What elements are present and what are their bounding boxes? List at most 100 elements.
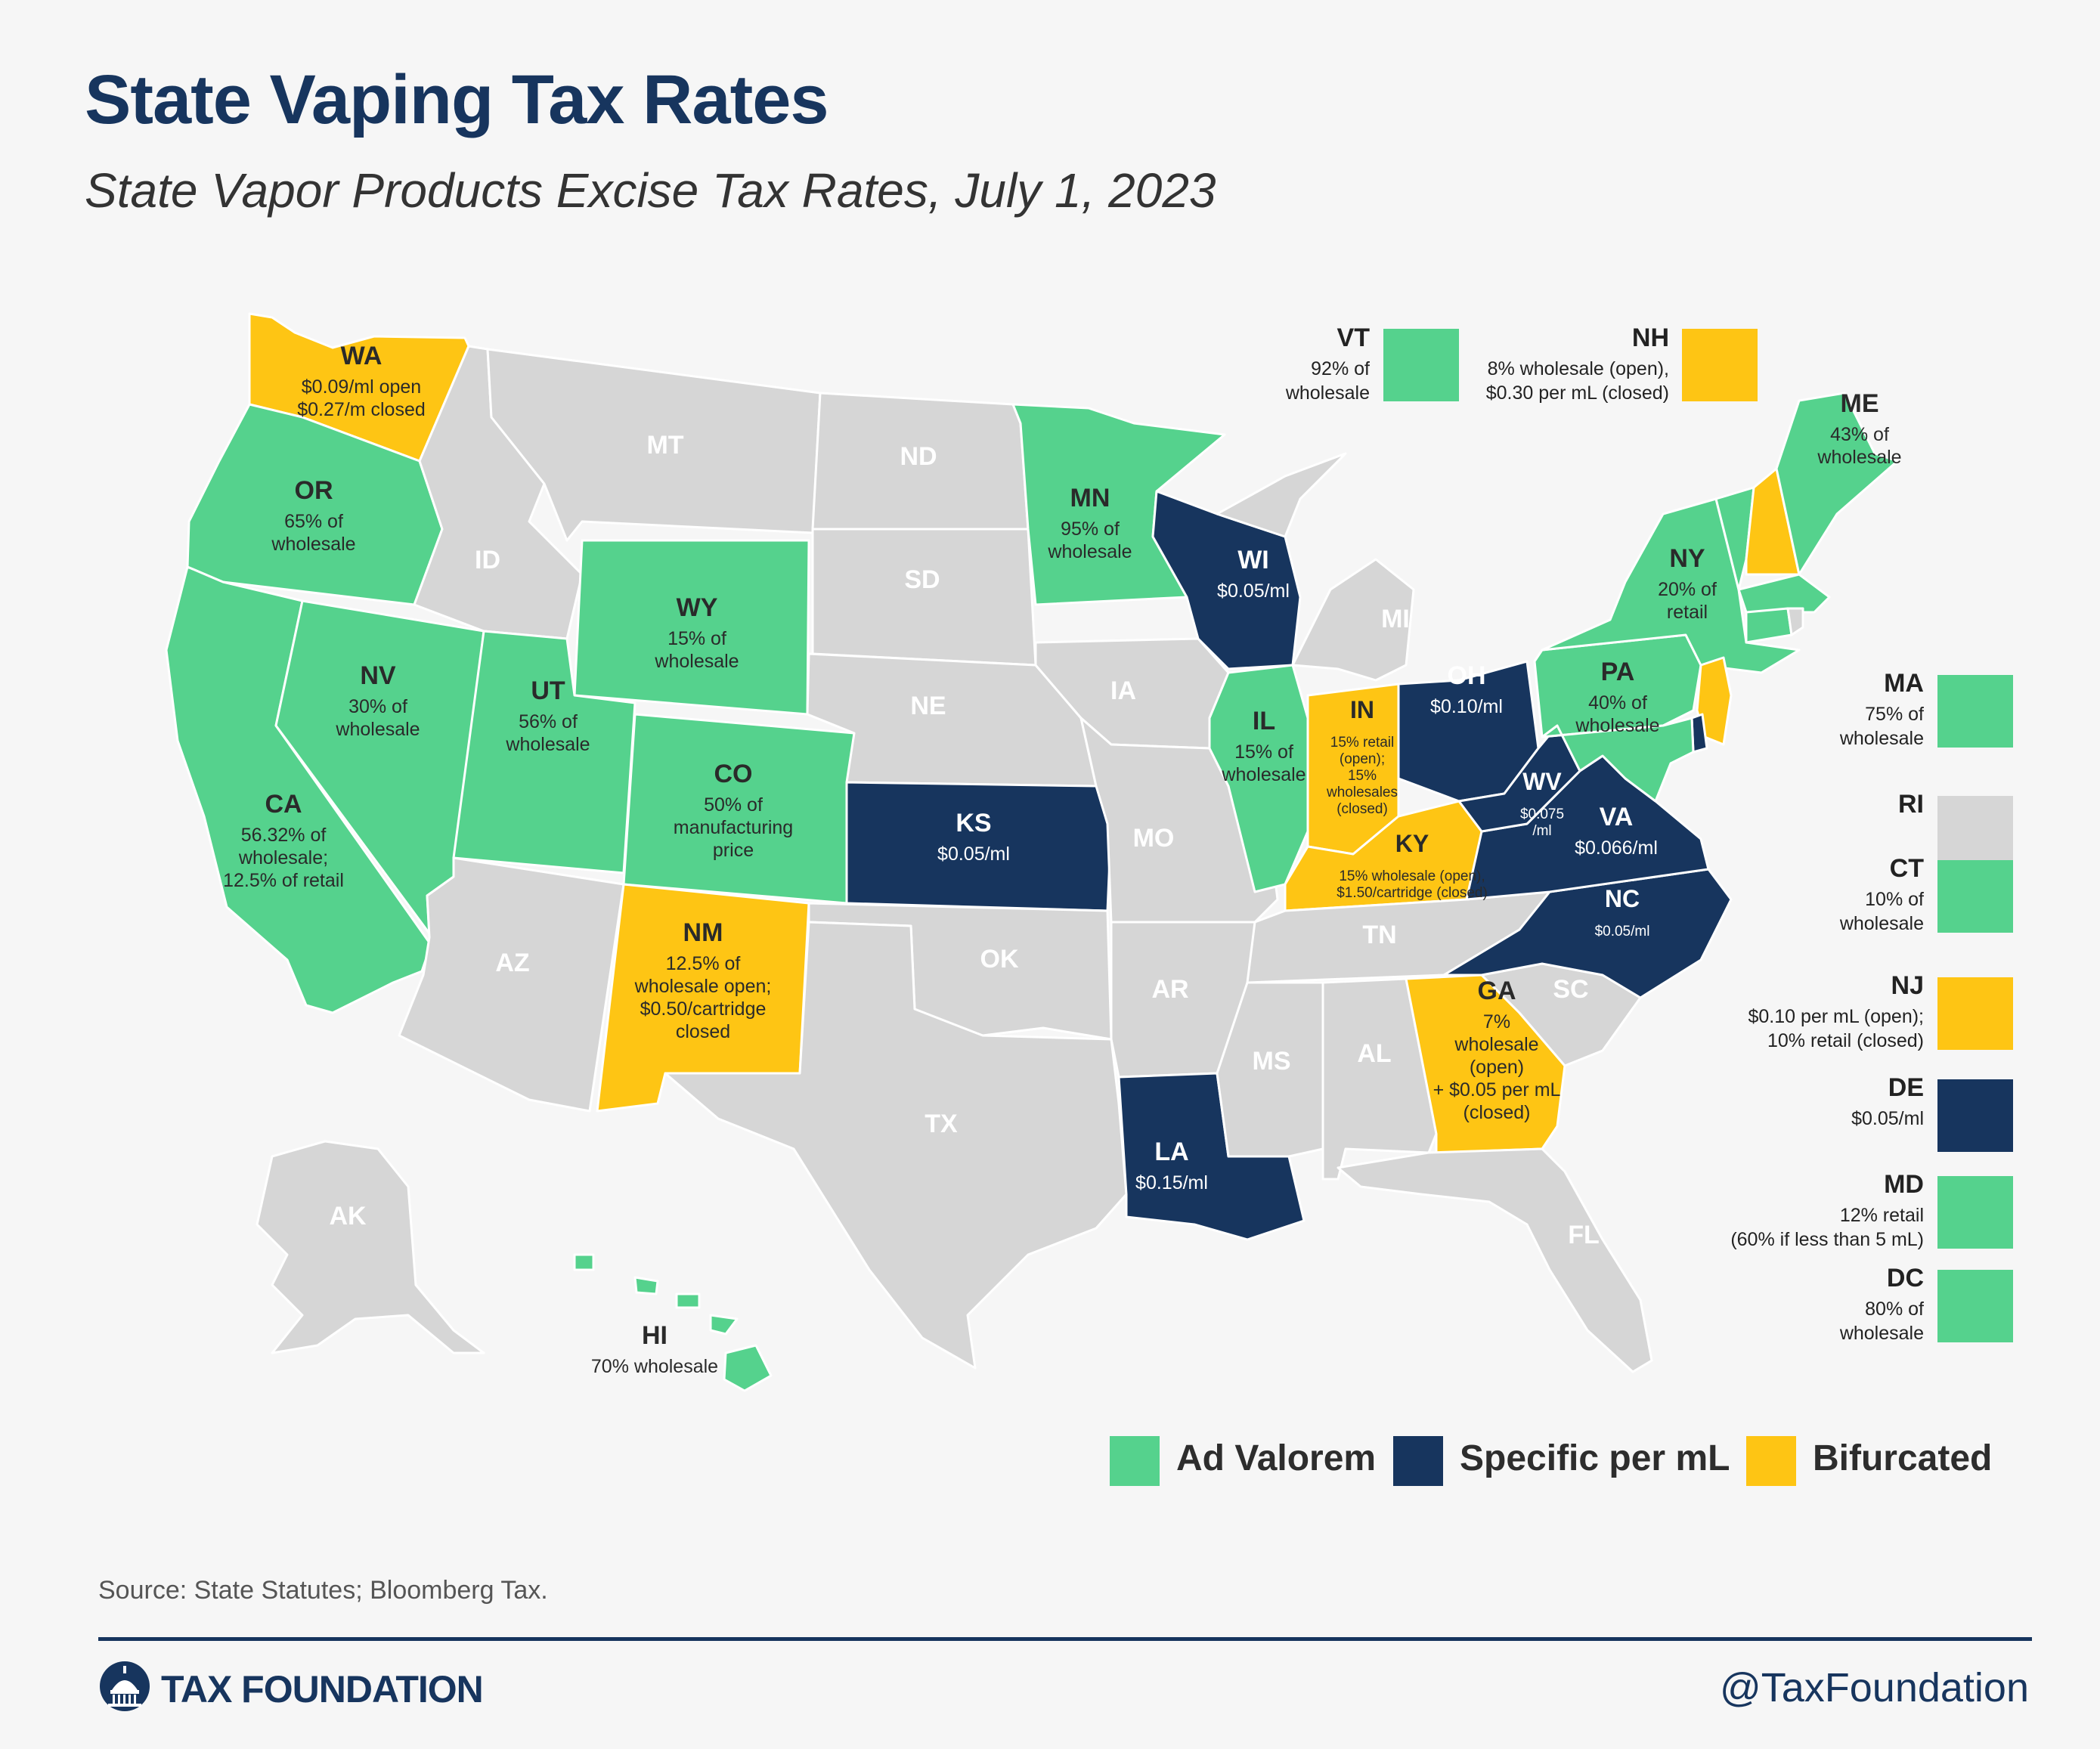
state-rate-nv: 30% of [348, 696, 407, 717]
state-rate-in: 15% retail [1330, 735, 1395, 751]
state-label-mi: MI [1381, 605, 1410, 633]
state-me [1775, 392, 1899, 576]
state-rate-hi: 70% wholesale [591, 1356, 718, 1377]
page-subtitle: State Vapor Products Excise Tax Rates, J… [85, 163, 1216, 218]
state-label-nv: NV [360, 661, 396, 690]
state-rate-pa: 40% of [1588, 692, 1647, 714]
state-rate-wy: 15% of [667, 628, 726, 649]
capitol-dome-icon [100, 1661, 150, 1711]
state-label-az: AZ [495, 949, 529, 977]
state-or [186, 403, 444, 606]
state-ny [1541, 497, 1801, 674]
brand-name: TAX FOUNDATION [161, 1668, 484, 1710]
state-rate-wv: /ml [1532, 823, 1551, 839]
state-label-hi: HI [642, 1321, 667, 1350]
state-rate-ky: 15% wholesale (open), [1339, 868, 1485, 884]
state-label-mn: MN [1070, 484, 1110, 512]
state-rate-ut: 56% of [519, 711, 578, 732]
state-wy [573, 539, 810, 716]
state-label-ok: OK [980, 945, 1019, 974]
callout-dc-rate: 80% of wholesale [1839, 1299, 1924, 1344]
state-nh [1745, 467, 1801, 576]
state-label-nc: NC [1605, 885, 1640, 912]
state-rate-va: $0.066/ml [1575, 837, 1658, 859]
callout-dc-abbr: DC [1886, 1264, 1924, 1292]
legend-ad-valorem-label: Ad Valorem [1176, 1438, 1377, 1478]
state-ak [256, 1140, 485, 1354]
state-rate-in: wholesales [1326, 785, 1398, 800]
state-mi [1216, 452, 1415, 682]
state-rate-nm: 12.5% of [666, 953, 741, 974]
state-rate-mn: wholesale [1047, 541, 1132, 562]
callout-nj-swatch [1937, 977, 2013, 1050]
callout-dc-swatch [1937, 1270, 2013, 1342]
state-rate-ca: wholesale; [238, 847, 328, 868]
state-hi [573, 1253, 773, 1392]
state-rate-nc: $0.05/ml [1595, 924, 1650, 940]
callout-nh-swatch [1682, 329, 1758, 401]
state-rate-ny: 20% of [1658, 579, 1717, 600]
state-label-al: AL [1357, 1039, 1391, 1068]
state-label-id: ID [475, 546, 500, 574]
state-rate-il: wholesale [1221, 764, 1306, 785]
state-rate-ga: (open) [1470, 1057, 1524, 1078]
state-label-in: IN [1350, 696, 1374, 723]
state-label-sc: SC [1553, 975, 1588, 1004]
callout-de-rate: $0.05/ml [1851, 1108, 1924, 1129]
state-label-nm: NM [683, 918, 723, 947]
state-label-fl: FL [1568, 1221, 1600, 1249]
state-nc [1442, 868, 1733, 999]
state-rate-wa: $0.27/m closed [297, 399, 426, 420]
state-label-tx: TX [925, 1110, 958, 1138]
legend-specific-label: Specific per mL [1460, 1438, 1730, 1478]
legend-bifurcated-swatch [1746, 1436, 1796, 1486]
state-ma [1737, 573, 1831, 614]
callout-nj-abbr: NJ [1891, 971, 1924, 1000]
state-label-pa: PA [1601, 658, 1635, 686]
state-az [398, 856, 625, 1113]
state-sd [811, 528, 1037, 667]
callout-ri-abbr: RI [1898, 790, 1924, 819]
state-rate-in: 15% [1348, 768, 1377, 784]
callout-ct-rate: 10% of wholesale [1839, 889, 1924, 934]
state-label-ak: AK [329, 1202, 367, 1230]
state-label-mo: MO [1133, 824, 1175, 853]
callout-vt-swatch [1383, 329, 1459, 401]
state-label-ks: KS [956, 809, 991, 837]
state-mo [1079, 717, 1279, 924]
state-rate-or: 65% of [284, 511, 343, 532]
state-label-ms: MS [1253, 1047, 1291, 1076]
callout-md-swatch [1937, 1176, 2013, 1249]
state-label-ga: GA [1478, 977, 1516, 1005]
state-rate-me: wholesale [1817, 447, 1901, 468]
callout-md-abbr: MD [1884, 1170, 1924, 1199]
callout-ct-swatch [1937, 860, 2013, 933]
social-handle[interactable]: @TaxFoundation [1719, 1665, 2029, 1710]
state-rate-pa: wholesale [1575, 715, 1659, 736]
state-label-wi: WI [1237, 546, 1269, 574]
callout-nh-abbr: NH [1631, 323, 1669, 352]
state-label-oh: OH [1448, 661, 1486, 690]
source-note: Source: State Statutes; Bloomberg Tax. [98, 1576, 548, 1605]
callout-nj-rate: $0.10 per mL (open); 10% retail (closed) [1748, 1006, 1924, 1051]
state-rate-ca: 56.32% of [241, 825, 327, 846]
state-label-ny: NY [1669, 544, 1705, 573]
callout-md-rate: 12% retail (60% if less than 5 mL) [1730, 1205, 1924, 1250]
state-rate-nm: $0.50/cartridge [640, 998, 767, 1020]
state-label-ca: CA [265, 790, 302, 819]
state-label-ut: UT [531, 676, 565, 705]
state-label-or: OR [295, 476, 333, 505]
callout-ma-swatch [1937, 675, 2013, 748]
state-rate-in: (closed) [1337, 801, 1388, 817]
state-label-sd: SD [904, 565, 940, 594]
state-label-co: CO [714, 760, 753, 788]
state-rate-ga: (closed) [1463, 1102, 1531, 1123]
state-rate-nm: closed [676, 1021, 730, 1042]
state-id [413, 345, 584, 640]
state-label-wv: WV [1522, 768, 1562, 795]
callout-de-swatch [1937, 1079, 2013, 1152]
state-rate-co: manufacturing [674, 817, 793, 838]
state-rate-ks: $0.05/ml [937, 844, 1010, 865]
state-label-va: VA [1600, 803, 1634, 831]
